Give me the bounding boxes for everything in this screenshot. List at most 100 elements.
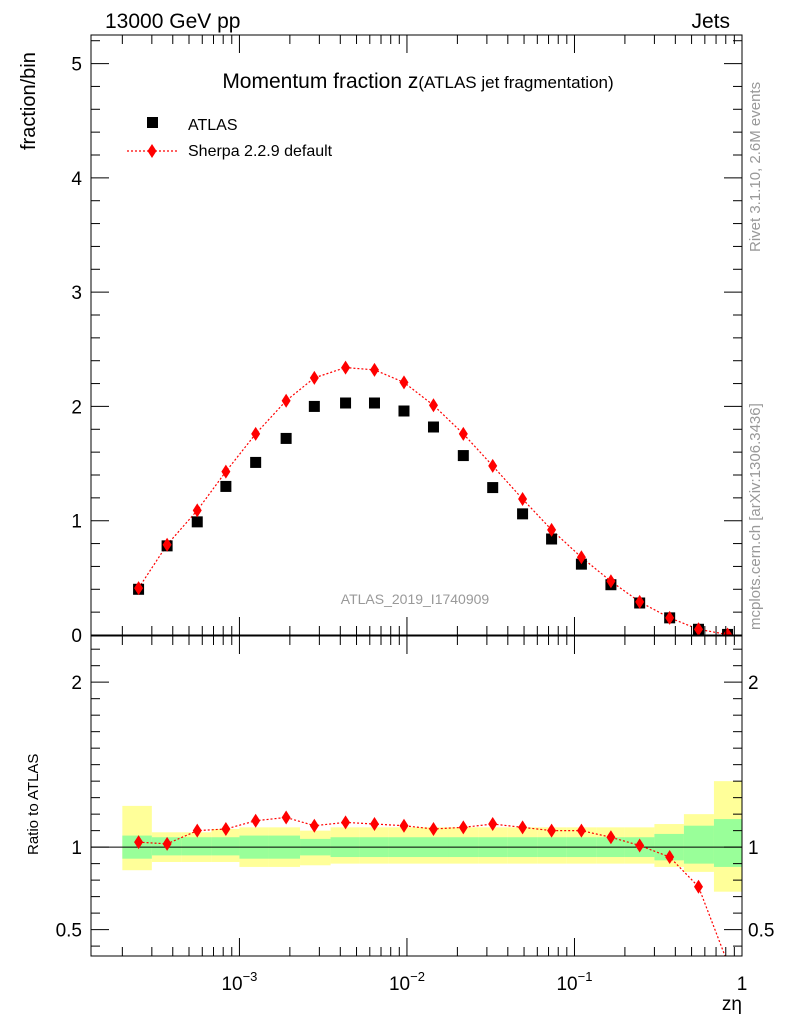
main-atlas-point (280, 432, 292, 444)
main-axes: 0 1 2 3 4 5 (71, 35, 742, 647)
x-tick-label-base: 1 (737, 974, 748, 995)
main-sherpa-point (134, 581, 144, 596)
ratio-sherpa-point (727, 955, 728, 956)
ratio-y-tick-label-left: 1 (71, 838, 82, 859)
main-y-tick-label: 4 (71, 169, 82, 190)
main-y-tick-label: 3 (71, 283, 82, 304)
main-atlas-point (487, 482, 499, 494)
ratio-sherpa-point (399, 818, 409, 833)
ratio-sherpa-point (694, 879, 704, 894)
ratio-sherpa-point (488, 817, 498, 832)
main-atlas-point (398, 405, 410, 417)
ratio-axes: 10−3 10−2 10−1 10.5 0.51 12 2 (56, 636, 774, 995)
x-tick-label-base: 10 (221, 974, 242, 995)
ratio-sherpa-point (576, 823, 586, 838)
main-y-tick-label: 2 (71, 397, 82, 418)
main-sherpa-point (192, 503, 202, 518)
ratio-sherpa-point (281, 810, 291, 825)
ratio-y-tick-label-left: 0.5 (56, 921, 82, 942)
main-atlas-point (250, 456, 262, 468)
main-y-axis-label: fraction/bin (18, 52, 40, 150)
ratio-sherpa-point (428, 821, 438, 836)
main-frame (90, 34, 743, 636)
x-axis-label: zη (722, 994, 742, 1015)
main-sherpa-point (369, 362, 379, 377)
plot-title-main: Momentum fraction z (222, 70, 418, 93)
main-atlas-point (340, 397, 352, 409)
process-label: Jets (691, 10, 730, 33)
main-sherpa-point (576, 550, 586, 565)
ratio-sherpa-point (665, 850, 675, 865)
main-y-tick-label: 0 (71, 626, 82, 647)
main-sherpa-point (309, 370, 319, 385)
main-y-tick-label: 5 (71, 55, 82, 76)
legend-label-atlas: ATLAS (188, 117, 238, 134)
ratio-sherpa-point (221, 821, 231, 836)
ratio-sherpa-point (458, 820, 468, 835)
legend-marker-sherpa (147, 144, 157, 158)
ratio-panel: 10−3 10−2 10−1 10.5 0.51 12 2 (56, 635, 774, 995)
main-sherpa-point (428, 398, 438, 413)
main-atlas-point (308, 400, 320, 412)
source-label: mcplots.cern.ch [arXiv:1306.3436] (747, 403, 764, 630)
ratio-sherpa-point (192, 823, 202, 838)
main-sherpa-point (635, 594, 645, 609)
main-sherpa-line (138, 366, 728, 635)
plot-title: Momentum fraction z(ATLAS jet fragmentat… (222, 70, 613, 93)
main-sherpa-point (399, 375, 409, 390)
x-tick-label: 10−3 (221, 969, 257, 995)
legend-label-sherpa: Sherpa 2.2.9 default (188, 143, 333, 160)
main-atlas-point (191, 516, 203, 528)
ratio-sherpa-point (251, 813, 261, 828)
main-atlas-point (546, 533, 558, 545)
main-sherpa-point (518, 492, 528, 506)
ratio-band-inner (713, 819, 742, 867)
ratio-band-inner (211, 837, 240, 856)
plot-title-sub: (ATLAS jet fragmentation) (418, 73, 613, 92)
analysis-id: ATLAS_2019_I1740909 (341, 591, 490, 607)
main-sherpa-point (251, 426, 261, 441)
main-y-tick-label: 1 (71, 512, 82, 533)
main-sherpa-point (606, 574, 616, 589)
main-atlas-point (368, 397, 380, 409)
legend-marker-atlas (147, 117, 158, 128)
rivet-version-label: Rivet 3.1.10, 2.6M events (747, 82, 764, 252)
main-sherpa-point (341, 360, 351, 375)
main-sherpa-point (458, 426, 468, 441)
energy-label: 13000 GeV pp (105, 10, 240, 33)
ratio-band-inner (181, 837, 212, 856)
ratio-y-axis-label: Ratio to ATLAS (25, 754, 42, 855)
ratio-sherpa-point (369, 817, 379, 832)
x-tick-label: 10−1 (556, 969, 592, 995)
ratio-sherpa-point (134, 835, 144, 850)
main-sherpa-point (547, 522, 557, 537)
x-tick-label: 1 (737, 974, 748, 995)
x-tick-label: 10−2 (389, 969, 425, 995)
x-tick-label-base: 10 (389, 974, 410, 995)
ratio-y-tick-label-left: 2 (71, 673, 82, 694)
ratio-sherpa-point (309, 818, 319, 833)
main-sherpa-point (162, 537, 172, 552)
x-tick-label-exponent: −1 (578, 969, 593, 984)
main-sherpa-point (665, 610, 675, 625)
ratio-band-inner (683, 825, 714, 864)
main-atlas-point (220, 480, 232, 492)
ratio-sherpa-point (635, 838, 645, 853)
main-atlas-point (517, 508, 529, 520)
main-atlas-point (457, 450, 469, 462)
main-sherpa-point (488, 458, 498, 473)
x-tick-label-exponent: −3 (243, 969, 258, 984)
x-tick-label-exponent: −2 (410, 969, 425, 984)
legend: ATLAS Sherpa 2.2.9 default (127, 117, 333, 160)
main-atlas-point (427, 421, 439, 433)
ratio-sherpa-point (547, 823, 557, 838)
main-plot-area (133, 360, 734, 635)
main-panel: 0 1 2 3 4 5 (71, 34, 743, 647)
main-sherpa-point (694, 622, 704, 635)
ratio-sherpa-point (341, 815, 351, 830)
x-tick-label-base: 10 (556, 974, 577, 995)
ratio-y-tick-label-right: 2 (748, 673, 759, 694)
ratio-y-tick-label-right: 0.5 (748, 921, 774, 942)
ratio-sherpa-point (606, 830, 616, 845)
